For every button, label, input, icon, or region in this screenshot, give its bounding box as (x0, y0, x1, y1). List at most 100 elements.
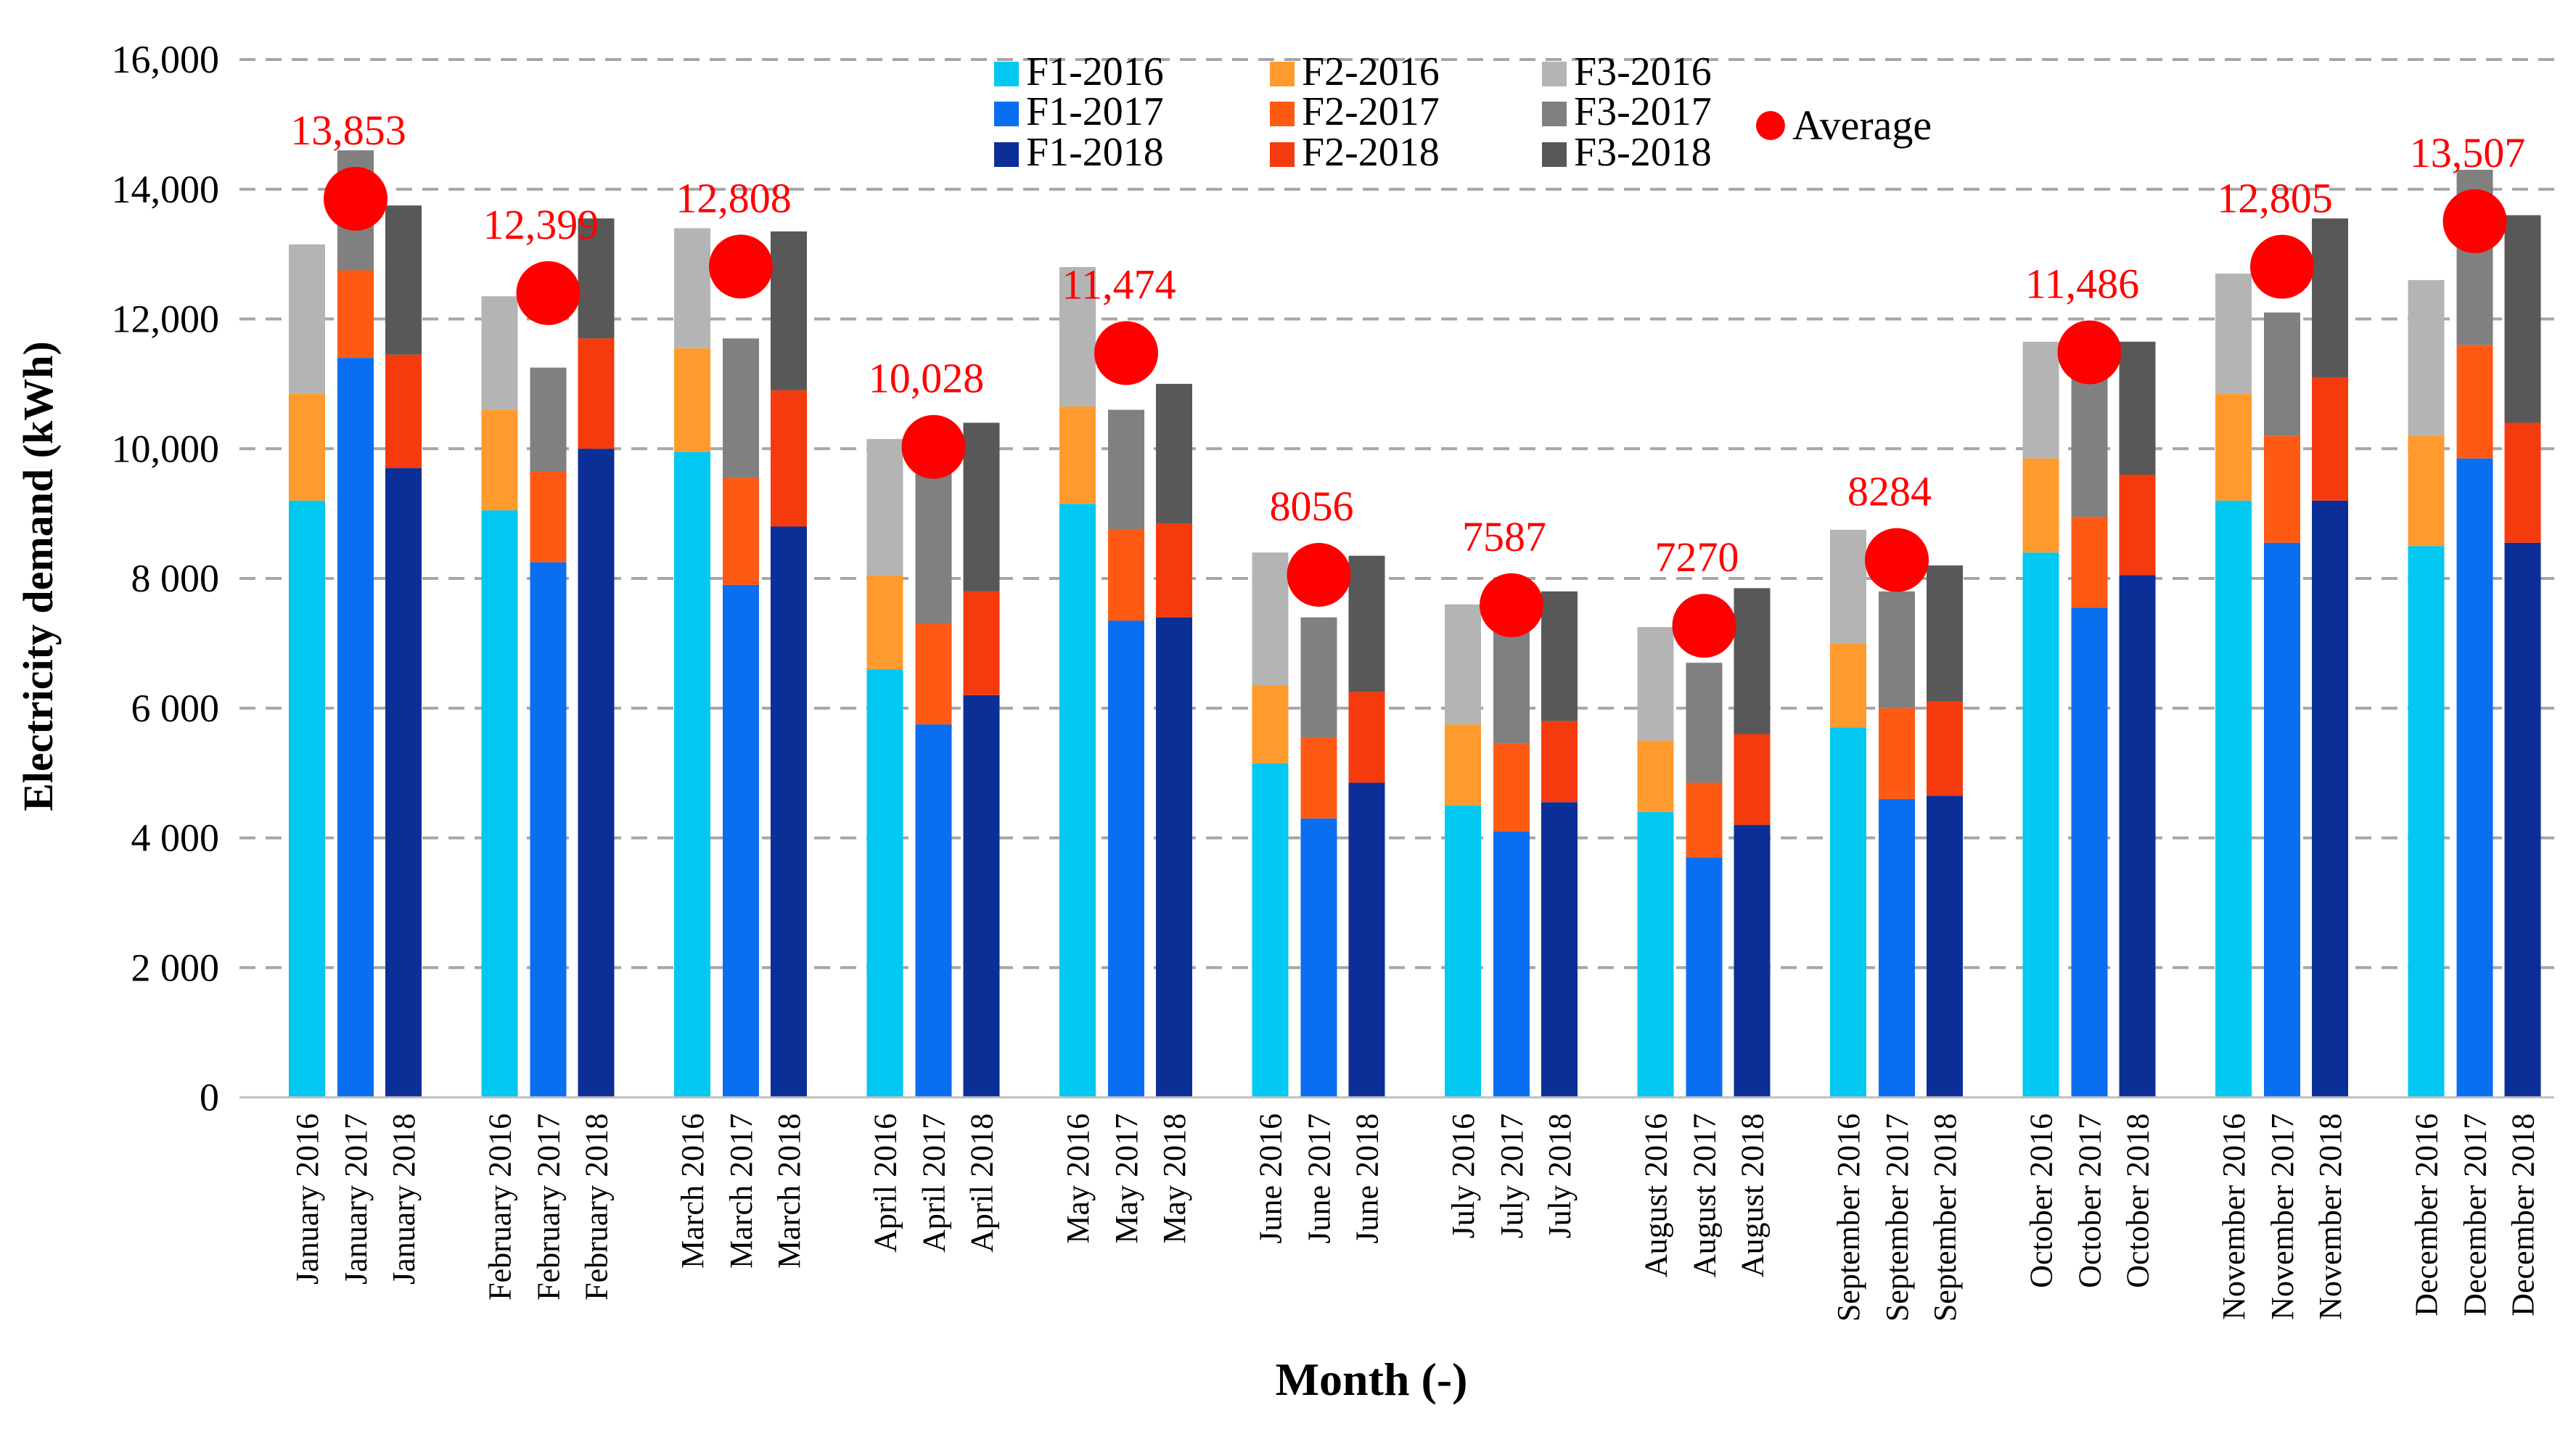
bar-f1-2017-september (1879, 798, 1915, 1097)
bar-f2-2016-september (1830, 643, 1866, 728)
bar-f2-2018-july (1541, 721, 1578, 803)
x-tick-label: August 2018 (1735, 1113, 1771, 1277)
x-tick-label: March 2017 (723, 1113, 759, 1269)
legend-swatch-f1-2016 (994, 62, 1019, 86)
bar-f3-2017-may (1108, 409, 1144, 530)
bar-f1-2017-june (1300, 818, 1337, 1097)
x-axis-title: Month (-) (1276, 1354, 1468, 1405)
average-marker (2250, 234, 2314, 299)
legend-swatch-f2-2016 (1270, 62, 1295, 86)
bar-f1-2016-february (481, 510, 518, 1097)
bar-f3-2016-november (2215, 273, 2252, 394)
x-tick-label: February 2016 (483, 1113, 518, 1301)
bar-f1-2018-february (578, 449, 615, 1097)
x-tick-label: March 2016 (675, 1113, 710, 1269)
legend-swatch-f1-2018 (994, 142, 1019, 167)
legend-swatch-f3-2018 (1542, 142, 1567, 167)
bar-f2-2017-january (337, 270, 374, 359)
average-label: 13,853 (290, 107, 406, 154)
x-tick-label: January 2017 (338, 1113, 374, 1285)
average-marker (1480, 573, 1543, 637)
average-marker (2442, 189, 2507, 253)
x-tick-label: February 2018 (579, 1113, 615, 1301)
bar-f3-2016-june (1252, 552, 1289, 686)
y-tick-label: 2 000 (131, 946, 220, 989)
bar-f2-2018-january (385, 354, 422, 469)
bar-f1-2018-november (2312, 500, 2348, 1097)
grid-lines (239, 58, 2554, 970)
bar-f2-2016-november (2215, 393, 2252, 501)
legend-label: F1-2016 (1026, 49, 1164, 94)
bar-f2-2018-march (771, 390, 807, 527)
bar-f1-2016-november (2215, 500, 2252, 1097)
bar-f3-2016-february (481, 296, 518, 410)
average-label: 10,028 (869, 355, 985, 402)
bar-f2-2016-april (866, 575, 903, 670)
legend-swatch-f2-2018 (1270, 142, 1295, 167)
x-tick-label: April 2016 (868, 1113, 903, 1253)
bar-f2-2016-february (481, 409, 518, 511)
x-tick-label: November 2017 (2265, 1113, 2300, 1320)
bar-f1-2016-march (674, 451, 710, 1097)
bar-f3-2018-december (2504, 215, 2541, 423)
bar-f3-2018-october (2119, 341, 2156, 475)
bar-f3-2016-may (1059, 267, 1096, 407)
average-label: 12,805 (2217, 175, 2333, 222)
average-marker (516, 261, 581, 325)
average-label: 7270 (1655, 533, 1739, 581)
legend-label: F1-2017 (1026, 89, 1164, 134)
bar-f2-2017-may (1108, 529, 1144, 621)
y-tick-label: 16,000 (112, 38, 220, 81)
bar-f3-2018-march (771, 231, 807, 390)
bar-f3-2016-september (1830, 529, 1866, 644)
x-tick-label: July 2018 (1542, 1113, 1578, 1238)
bar-f1-2018-december (2504, 542, 2541, 1097)
x-tick-label: May 2018 (1157, 1113, 1192, 1244)
bar-f3-2017-june (1300, 617, 1337, 737)
x-tick-label: June 2017 (1302, 1113, 1337, 1244)
x-tick-label: April 2017 (916, 1113, 952, 1253)
x-tick-label: September 2018 (1927, 1113, 1963, 1322)
bar-f3-2017-september (1879, 591, 1915, 708)
x-tick-label: November 2016 (2216, 1113, 2252, 1320)
bar-f1-2017-december (2456, 458, 2493, 1097)
bar-f2-2016-october (2022, 458, 2059, 553)
x-tick-label: November 2018 (2313, 1113, 2348, 1320)
bar-f3-2018-april (963, 422, 1000, 591)
bar-f3-2018-september (1927, 565, 1963, 702)
x-tick-label: October 2016 (2024, 1113, 2059, 1288)
bar-f2-2017-august (1686, 782, 1723, 858)
bar-f3-2018-february (578, 218, 615, 339)
bar-f1-2018-may (1156, 617, 1192, 1097)
bar-f3-2017-april (915, 462, 952, 624)
legend-label: F2-2018 (1302, 130, 1440, 175)
axes: 0 2 000 4 000 6 000 8 000 10,000 12,000 14,000 1… (112, 38, 2554, 1322)
bar-f2-2017-july (1493, 743, 1530, 832)
average-label: 11,474 (1062, 261, 1176, 308)
x-tick-label: May 2016 (1060, 1113, 1096, 1244)
average-label: 8284 (1847, 468, 1932, 515)
legend: F1-2016 F2-2016 F3-2016 F1-2017 F2-2017 F3-20… (994, 49, 1932, 175)
bar-f3-2016-august (1637, 627, 1674, 741)
average-marker (1094, 321, 1158, 385)
bar-f2-2018-may (1156, 523, 1192, 618)
x-tick-label: August 2017 (1687, 1113, 1723, 1277)
bar-f2-2017-february (530, 471, 567, 562)
average-marker (2057, 320, 2122, 385)
bar-f3-2017-october (2071, 377, 2108, 517)
bar-f1-2016-january (289, 500, 325, 1097)
x-tick-label: August 2016 (1638, 1113, 1674, 1277)
bar-f2-2018-august (1734, 734, 1771, 825)
bar-f2-2016-july (1445, 724, 1481, 806)
bar-f1-2016-december (2408, 546, 2445, 1097)
bar-f1-2016-june (1252, 763, 1289, 1097)
bar-f3-2016-december (2408, 279, 2445, 436)
bar-f3-2016-april (866, 438, 903, 576)
bar-f2-2017-november (2264, 435, 2300, 543)
legend-label: F1-2018 (1026, 130, 1164, 175)
average-label: 12,808 (676, 174, 792, 221)
average-label: 8056 (1270, 483, 1354, 530)
bar-f1-2018-september (1927, 795, 1963, 1097)
legend-label: F3-2016 (1574, 49, 1712, 94)
x-tick-label: April 2018 (964, 1113, 1000, 1253)
